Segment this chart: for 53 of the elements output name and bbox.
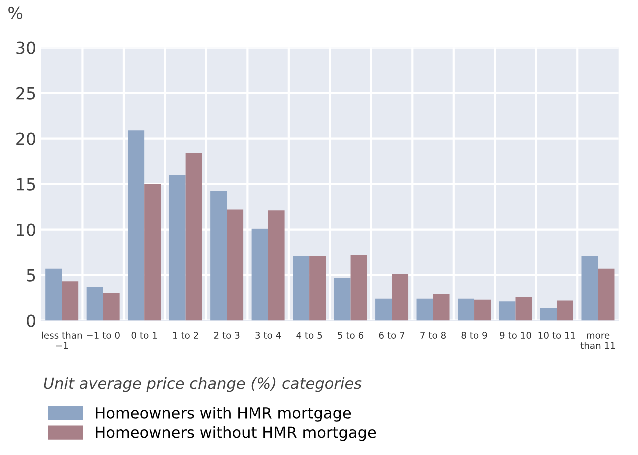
x-tick-label: 9 to 10 <box>500 332 532 339</box>
bar <box>598 268 615 321</box>
bar <box>227 210 244 321</box>
bar <box>433 294 450 321</box>
y-tick-label: 20 <box>16 132 36 146</box>
x-tick-label: −1 to 0 <box>87 332 120 339</box>
bar <box>210 192 228 321</box>
x-tick-label: 1 to 2 <box>173 332 198 339</box>
bar <box>416 298 434 321</box>
x-tick-label: 3 to 4 <box>256 332 282 339</box>
bar <box>458 298 475 321</box>
bar <box>268 210 285 321</box>
x-tick-label: 2 to 3 <box>214 332 240 339</box>
bar <box>86 287 104 321</box>
y-tick-label: 15 <box>17 178 36 191</box>
x-tick-label: 10 to 11 <box>538 332 576 339</box>
y-tick-label: 5 <box>27 269 36 282</box>
bar <box>392 274 409 321</box>
x-tick-label: 6 to 7 <box>379 332 405 339</box>
y-tick-label: 0 <box>27 314 36 328</box>
x-tick-label: less than −1 <box>42 332 82 350</box>
bar <box>516 297 532 321</box>
bar <box>169 175 186 321</box>
bar <box>334 278 351 321</box>
legend-label: Homeowners without HMR mortgage <box>96 426 376 442</box>
x-tick-label: 8 to 9 <box>462 332 488 339</box>
bar <box>310 256 326 321</box>
bar <box>293 256 310 321</box>
x-tick-label: 5 to 6 <box>338 332 364 339</box>
bar <box>556 300 574 321</box>
y-tick-label: 10 <box>17 224 36 236</box>
bar <box>499 302 516 321</box>
x-tick-label: 0 to 1 <box>132 332 158 339</box>
x-tick-label: more than 11 <box>580 334 616 350</box>
y-tick-label: 25 <box>16 87 36 100</box>
legend-label: Homeowners with HMR mortgage <box>96 407 352 422</box>
bar <box>62 282 79 321</box>
bar <box>350 255 368 321</box>
bar <box>582 256 598 321</box>
bar <box>186 153 202 321</box>
bar <box>103 293 120 321</box>
x-tick-label: 4 to 5 <box>296 332 322 339</box>
y-tick-label: 30 <box>16 42 36 54</box>
bar <box>252 228 268 321</box>
bar <box>144 184 162 321</box>
y-axis-title: % <box>8 6 23 20</box>
bar <box>474 300 492 321</box>
bar <box>128 130 145 321</box>
x-axis-title: Unit average price change (%) categories <box>44 377 362 392</box>
bar <box>540 308 557 321</box>
bar <box>376 298 392 321</box>
bar <box>46 268 62 321</box>
x-tick-label: 7 to 8 <box>420 332 446 339</box>
